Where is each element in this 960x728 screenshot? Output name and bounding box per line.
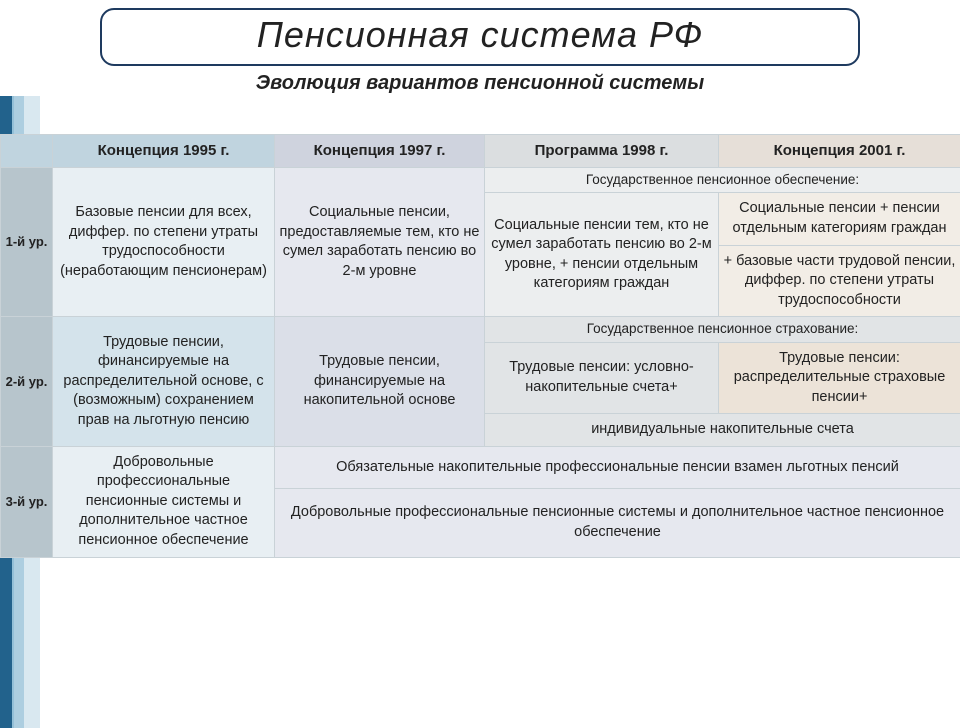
cell-l2-bottom-span: индивидуальные накопительные счета — [485, 414, 960, 447]
level-1-label: 1-й ур. — [1, 168, 53, 317]
cell-l2-1995: Трудовые пенсии, финансируемые на распре… — [53, 317, 275, 446]
cell-l3-top-span: Обязательные накопительные профессиональ… — [275, 446, 960, 489]
cell-l1-1995: Базовые пенсии для всех, диффер. по степ… — [53, 168, 275, 317]
col-header-1998: Программа 1998 г. — [485, 135, 719, 168]
table-row: 1-й ур. Базовые пенсии для всех, диффер.… — [1, 168, 960, 193]
cell-l2-gov-header: Государственное пенсионное страхование: — [485, 317, 960, 342]
cell-l1-2001-bottom: + базовые части трудовой пенсии, диффер.… — [719, 246, 960, 317]
evolution-table: Концепция 1995 г. Концепция 1997 г. Прог… — [0, 134, 960, 558]
cell-l2-1998: Трудовые пенсии: условно-накопительные с… — [485, 342, 719, 414]
cell-l1-gov-header: Государственное пенсионное обеспечение: — [485, 168, 960, 193]
cell-l2-1997: Трудовые пенсии, финансируемые на накопи… — [275, 317, 485, 446]
level-2-label: 2-й ур. — [1, 317, 53, 446]
cell-l1-1997: Социальные пенсии, предоставляемые тем, … — [275, 168, 485, 317]
cell-l1-2001-wrap: Социальные пенсии + пенсии отдельным кат… — [719, 193, 960, 317]
col-header-1995: Концепция 1995 г. — [53, 135, 275, 168]
cell-l3-1995: Добровольные профессиональные пенсионные… — [53, 446, 275, 557]
level-3-label: 3-й ур. — [1, 446, 53, 557]
cell-l2-2001: Трудовые пенсии: распределительные страх… — [719, 342, 960, 414]
col-header-2001: Концепция 2001 г. — [719, 135, 960, 168]
table-row: 2-й ур. Трудовые пенсии, финансируемые н… — [1, 317, 960, 342]
table-row: 3-й ур. Добровольные профессиональные пе… — [1, 446, 960, 489]
col-header-1997: Концепция 1997 г. — [275, 135, 485, 168]
title-card: Пенсионная система РФ — [100, 8, 860, 66]
col-header-level — [1, 135, 53, 168]
page-title: Пенсионная система РФ — [122, 14, 838, 56]
cell-l1-2001-top: Социальные пенсии + пенсии отдельным кат… — [719, 193, 960, 245]
cell-l3-bottom-span: Добровольные профессиональные пенсионные… — [275, 489, 960, 557]
page-subtitle: Эволюция вариантов пенсионной системы — [0, 72, 960, 95]
table-header-row: Концепция 1995 г. Концепция 1997 г. Прог… — [1, 135, 960, 168]
cell-l1-1998: Социальные пенсии тем, кто не сумел зара… — [485, 193, 719, 317]
